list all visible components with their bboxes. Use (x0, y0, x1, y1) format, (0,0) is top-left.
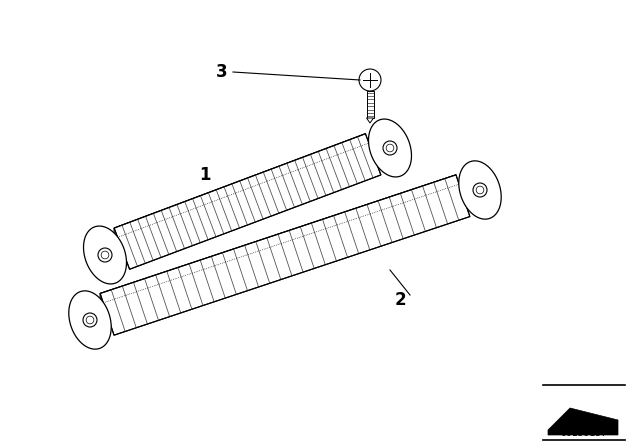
Circle shape (359, 69, 381, 91)
Circle shape (83, 313, 97, 327)
Circle shape (473, 183, 487, 197)
Circle shape (98, 248, 112, 262)
Polygon shape (83, 226, 127, 284)
Text: 2: 2 (394, 291, 406, 309)
Circle shape (383, 141, 397, 155)
Polygon shape (114, 134, 365, 236)
Polygon shape (548, 408, 618, 435)
Text: 3: 3 (216, 63, 228, 81)
Polygon shape (114, 134, 381, 269)
Polygon shape (367, 118, 374, 123)
Polygon shape (367, 91, 374, 118)
Polygon shape (68, 291, 111, 349)
Text: 00159157: 00159157 (561, 428, 607, 438)
Polygon shape (100, 175, 470, 335)
Text: 1: 1 (199, 166, 211, 184)
Polygon shape (100, 175, 456, 302)
Polygon shape (369, 119, 412, 177)
Polygon shape (459, 161, 501, 219)
